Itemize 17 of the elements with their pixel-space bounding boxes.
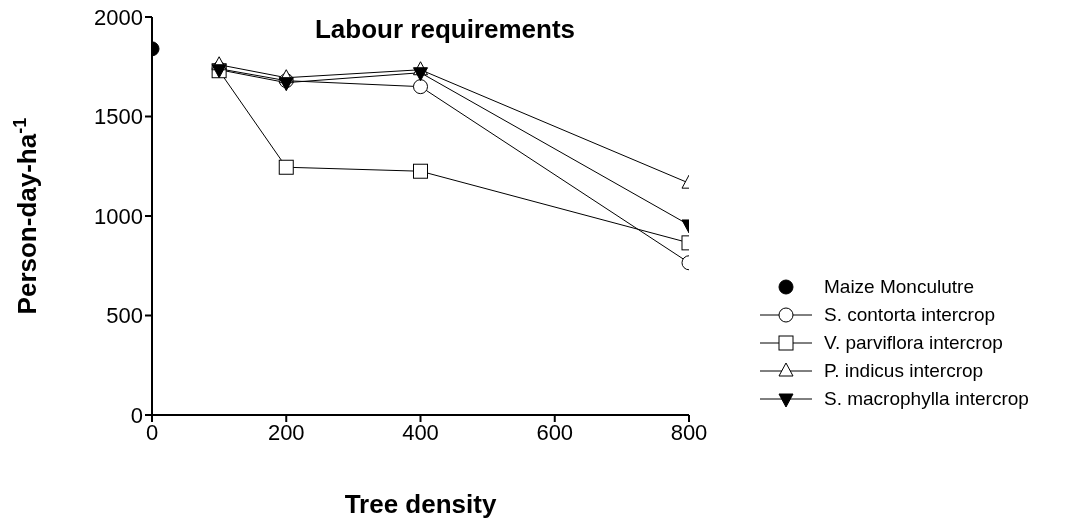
legend-label: P. indicus intercrop bbox=[824, 360, 984, 382]
x-tick-label: 0 bbox=[145, 419, 159, 445]
x-tick-label: 200 bbox=[267, 419, 305, 445]
x-tick-label: 600 bbox=[536, 419, 574, 445]
legend-label: Maize Monculutre bbox=[824, 276, 974, 298]
legend-label: S. macrophylla intercrop bbox=[824, 388, 1029, 410]
x-tick-label: 800 bbox=[670, 419, 708, 445]
legend-label: S. contorta intercrop bbox=[824, 304, 996, 326]
x-axis-title: Tree density bbox=[344, 489, 497, 519]
y-tick-label: 0 bbox=[130, 402, 143, 428]
y-tick-label: 2000 bbox=[94, 4, 143, 30]
chart-title: Labour requirements bbox=[314, 14, 576, 44]
y-tick-label: 1000 bbox=[94, 203, 143, 229]
legend-label: V. parviflora intercrop bbox=[824, 332, 1003, 354]
y-tick-label: 500 bbox=[106, 303, 143, 329]
y-tick-label: 1500 bbox=[94, 104, 143, 130]
x-tick-label: 400 bbox=[402, 419, 439, 445]
